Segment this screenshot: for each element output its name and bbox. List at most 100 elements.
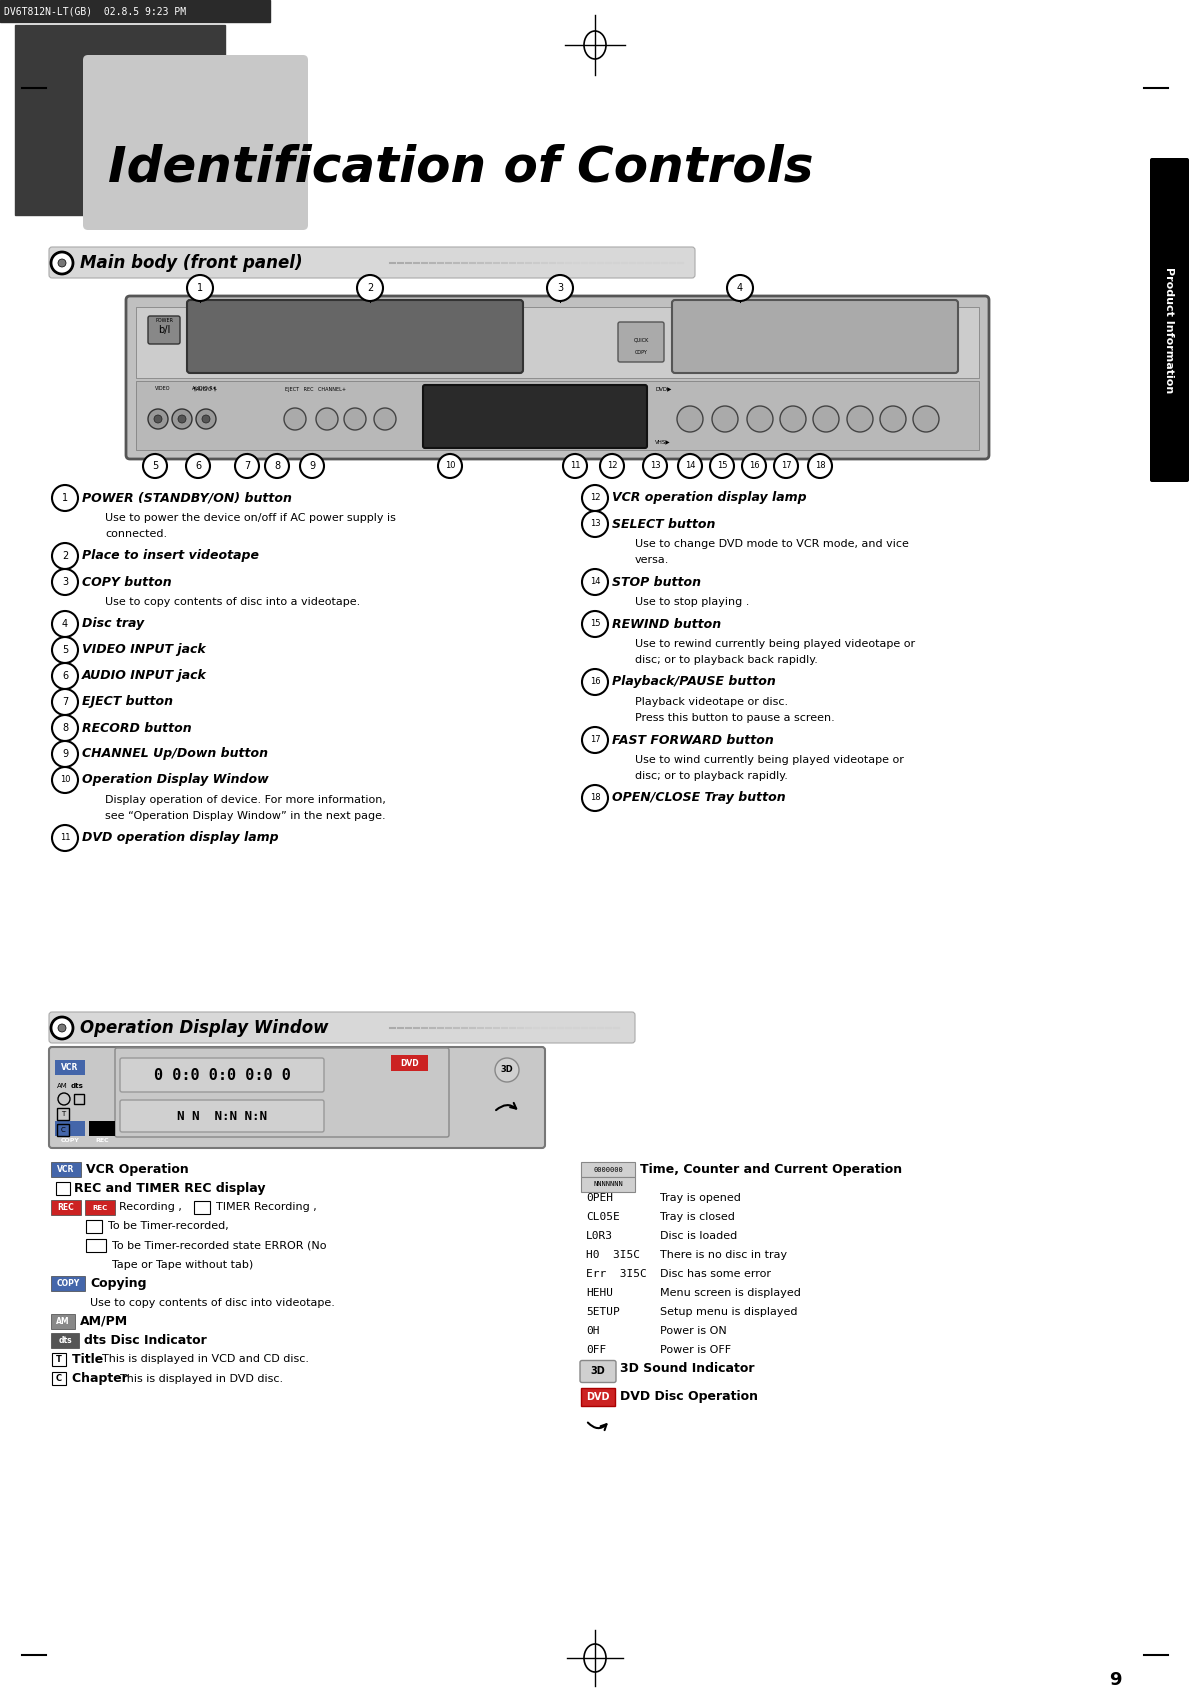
FancyBboxPatch shape bbox=[51, 1314, 75, 1329]
Text: 4: 4 bbox=[737, 283, 743, 293]
FancyBboxPatch shape bbox=[51, 1162, 81, 1177]
Circle shape bbox=[344, 407, 367, 429]
Circle shape bbox=[582, 569, 608, 595]
Text: Disc has some error: Disc has some error bbox=[660, 1269, 771, 1280]
Text: COPY button: COPY button bbox=[82, 576, 171, 588]
Text: COPY: COPY bbox=[61, 1138, 80, 1143]
Bar bbox=[52, 1372, 65, 1385]
Text: AM/PM: AM/PM bbox=[80, 1315, 129, 1327]
Text: AUDIO INPUT jack: AUDIO INPUT jack bbox=[82, 670, 207, 683]
Text: 2: 2 bbox=[367, 283, 374, 293]
Text: Operation Display Window: Operation Display Window bbox=[80, 1019, 328, 1038]
Circle shape bbox=[582, 786, 608, 811]
Circle shape bbox=[582, 511, 608, 537]
Bar bbox=[86, 1220, 102, 1234]
FancyBboxPatch shape bbox=[115, 1048, 449, 1137]
Text: Err  3I5C: Err 3I5C bbox=[585, 1269, 646, 1280]
Text: COPY: COPY bbox=[56, 1280, 80, 1288]
Text: 16: 16 bbox=[749, 462, 759, 470]
FancyBboxPatch shape bbox=[392, 1055, 428, 1072]
Text: 8: 8 bbox=[274, 462, 280, 470]
Circle shape bbox=[582, 486, 608, 511]
Text: EJECT button: EJECT button bbox=[82, 695, 173, 709]
Text: FAST FORWARD button: FAST FORWARD button bbox=[612, 733, 774, 746]
FancyBboxPatch shape bbox=[581, 1387, 615, 1406]
Circle shape bbox=[196, 409, 217, 429]
Circle shape bbox=[712, 406, 738, 433]
Bar bbox=[136, 307, 979, 378]
FancyBboxPatch shape bbox=[51, 1200, 81, 1215]
Text: Use to power the device on/off if AC power supply is: Use to power the device on/off if AC pow… bbox=[105, 513, 396, 523]
Circle shape bbox=[52, 569, 79, 595]
Text: 10: 10 bbox=[60, 775, 70, 784]
Text: 9: 9 bbox=[1109, 1672, 1121, 1689]
Circle shape bbox=[284, 407, 306, 429]
FancyBboxPatch shape bbox=[89, 1121, 115, 1137]
Text: HEHU: HEHU bbox=[585, 1288, 613, 1298]
Text: 14: 14 bbox=[684, 462, 695, 470]
Text: 13: 13 bbox=[650, 462, 660, 470]
Text: Recording ,: Recording , bbox=[119, 1203, 182, 1213]
Text: 5: 5 bbox=[152, 462, 158, 470]
Text: Tray is opened: Tray is opened bbox=[660, 1193, 741, 1203]
Circle shape bbox=[643, 453, 668, 479]
Text: 0 0:0 0:0 0:0 0: 0 0:0 0:0 0:0 0 bbox=[154, 1068, 290, 1084]
Bar bbox=[194, 1201, 209, 1213]
Text: 3D: 3D bbox=[501, 1065, 513, 1075]
Circle shape bbox=[202, 416, 209, 423]
Text: 16: 16 bbox=[590, 678, 600, 687]
Text: H0  3I5C: H0 3I5C bbox=[585, 1251, 640, 1259]
FancyBboxPatch shape bbox=[51, 1333, 79, 1348]
Text: 17: 17 bbox=[781, 462, 791, 470]
Text: Identification of Controls: Identification of Controls bbox=[108, 145, 814, 193]
Circle shape bbox=[374, 407, 396, 429]
Text: 3: 3 bbox=[557, 283, 563, 293]
FancyBboxPatch shape bbox=[83, 55, 308, 230]
Bar bbox=[74, 1094, 84, 1104]
Text: connected.: connected. bbox=[105, 528, 167, 538]
Text: This is displayed in DVD disc.: This is displayed in DVD disc. bbox=[120, 1373, 283, 1384]
Text: 13: 13 bbox=[590, 520, 600, 528]
Text: dts: dts bbox=[71, 1084, 83, 1089]
Text: Use to change DVD mode to VCR mode, and vice: Use to change DVD mode to VCR mode, and … bbox=[635, 538, 909, 549]
Text: AUDIO R L: AUDIO R L bbox=[192, 387, 217, 392]
FancyBboxPatch shape bbox=[580, 1360, 616, 1382]
Text: Menu screen is displayed: Menu screen is displayed bbox=[660, 1288, 801, 1298]
Text: N N  N:N N:N: N N N:N N:N bbox=[177, 1109, 267, 1123]
Text: POWER: POWER bbox=[156, 317, 174, 322]
Circle shape bbox=[58, 1024, 65, 1033]
Circle shape bbox=[58, 259, 65, 268]
Circle shape bbox=[913, 406, 939, 433]
Text: RECORD button: RECORD button bbox=[82, 721, 192, 734]
Text: Use to stop playing .: Use to stop playing . bbox=[635, 596, 750, 607]
Circle shape bbox=[808, 453, 832, 479]
Text: Use to copy contents of disc into a videotape.: Use to copy contents of disc into a vide… bbox=[105, 596, 361, 607]
Text: REC: REC bbox=[57, 1203, 74, 1212]
Text: Playback videotape or disc.: Playback videotape or disc. bbox=[635, 697, 788, 707]
Circle shape bbox=[51, 1017, 73, 1039]
Text: VIDEO: VIDEO bbox=[155, 387, 170, 392]
Bar bbox=[57, 1108, 69, 1120]
Circle shape bbox=[52, 612, 79, 637]
Text: 4: 4 bbox=[62, 619, 68, 629]
FancyBboxPatch shape bbox=[672, 300, 958, 373]
Bar bbox=[136, 382, 979, 450]
Circle shape bbox=[747, 406, 774, 433]
Text: COPY: COPY bbox=[634, 349, 647, 354]
Text: 5ETUP: 5ETUP bbox=[585, 1307, 620, 1317]
Circle shape bbox=[52, 637, 79, 663]
Text: 12: 12 bbox=[607, 462, 618, 470]
Text: 12: 12 bbox=[590, 494, 600, 503]
Text: Disc is loaded: Disc is loaded bbox=[660, 1230, 738, 1241]
Text: Disc tray: Disc tray bbox=[82, 617, 144, 630]
Circle shape bbox=[52, 663, 79, 688]
Text: AM: AM bbox=[56, 1317, 70, 1326]
Text: dts Disc Indicator: dts Disc Indicator bbox=[84, 1334, 207, 1346]
Circle shape bbox=[52, 716, 79, 741]
FancyBboxPatch shape bbox=[422, 385, 647, 448]
Text: Place to insert videotape: Place to insert videotape bbox=[82, 549, 259, 562]
FancyBboxPatch shape bbox=[1150, 158, 1189, 482]
Bar bbox=[56, 1183, 70, 1195]
Text: EJECT   REC   CHANNEL+: EJECT REC CHANNEL+ bbox=[284, 387, 346, 392]
Text: 3D Sound Indicator: 3D Sound Indicator bbox=[620, 1363, 754, 1375]
